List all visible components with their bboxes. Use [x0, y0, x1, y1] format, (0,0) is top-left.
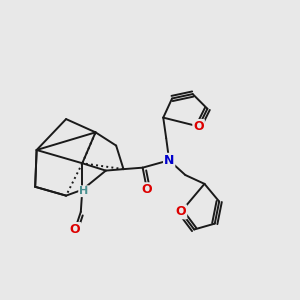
Text: O: O — [176, 205, 186, 218]
Text: O: O — [142, 183, 152, 196]
Text: H: H — [79, 186, 88, 196]
Text: O: O — [193, 120, 204, 133]
Text: N: N — [164, 154, 174, 167]
Text: O: O — [70, 223, 80, 236]
